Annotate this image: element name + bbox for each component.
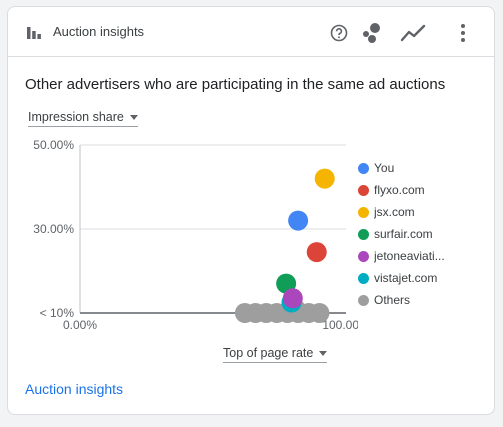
chevron-down-icon [319, 351, 328, 357]
legend-label: flyxo.com [374, 183, 425, 197]
legend-item-jsx[interactable]: jsx.com [358, 201, 445, 223]
x-metric-dropdown[interactable]: Top of page rate [223, 346, 328, 363]
line-chart-icon[interactable] [399, 19, 427, 47]
card-title: Auction insights [53, 24, 145, 39]
data-point-you [288, 210, 309, 231]
y-tick-label: < 10% [40, 306, 75, 320]
data-point-jsx-com [314, 168, 335, 189]
legend-dot [358, 294, 369, 306]
legend-label: surfair.com [374, 227, 433, 241]
legend-label: jetoneaviati... [374, 249, 445, 263]
legend-dot [358, 162, 369, 174]
scatter-chart: < 10% 30.00% 50.00% 0.00% 100.00% [33, 138, 358, 332]
x-tick-label: 100.00% [322, 318, 358, 332]
legend-label: You [374, 161, 395, 175]
legend-item-you[interactable]: You [358, 157, 445, 179]
card-header: Auction insights [8, 7, 494, 57]
legend-dot [358, 228, 369, 240]
legend-dot [358, 250, 369, 262]
legend-label: Others [374, 293, 411, 307]
chevron-down-icon [129, 115, 138, 121]
data-point-jetoneaviation-com [282, 288, 303, 309]
y-tick-label: 30.00% [33, 222, 74, 236]
chart-legend: You flyxo.com jsx.com surfair.com jetone… [358, 157, 445, 311]
legend-item-surfair[interactable]: surfair.com [358, 223, 445, 245]
data-point-others [309, 303, 330, 323]
y-metric-dropdown[interactable]: Impression share [28, 110, 138, 127]
legend-label: jsx.com [374, 205, 415, 219]
legend-label: vistajet.com [374, 271, 438, 285]
more-options-icon[interactable] [449, 19, 477, 47]
auction-insights-link[interactable]: Auction insights [25, 381, 124, 397]
help-icon[interactable] [325, 19, 353, 47]
legend-item-flyxo[interactable]: flyxo.com [358, 179, 445, 201]
auction-insights-card: Auction insights Other advertisers who a… [7, 6, 495, 415]
legend-dot [358, 206, 369, 218]
y-metric-label: Impression share [28, 110, 124, 124]
x-tick-label: 0.00% [63, 318, 97, 332]
legend-item-vistajet[interactable]: vistajet.com [358, 267, 445, 289]
x-metric-label: Top of page rate [223, 346, 314, 360]
legend-dot [358, 272, 369, 284]
data-point-flyxo-com [306, 242, 327, 263]
legend-item-others[interactable]: Others [358, 289, 445, 311]
legend-dot [358, 184, 369, 196]
legend-item-jetoneaviation[interactable]: jetoneaviati... [358, 245, 445, 267]
y-tick-label: 50.00% [33, 138, 74, 152]
chart-subtitle: Other advertisers who are participating … [25, 76, 446, 93]
bar-chart-icon [27, 27, 41, 39]
scatter-chart-icon[interactable] [357, 19, 385, 47]
